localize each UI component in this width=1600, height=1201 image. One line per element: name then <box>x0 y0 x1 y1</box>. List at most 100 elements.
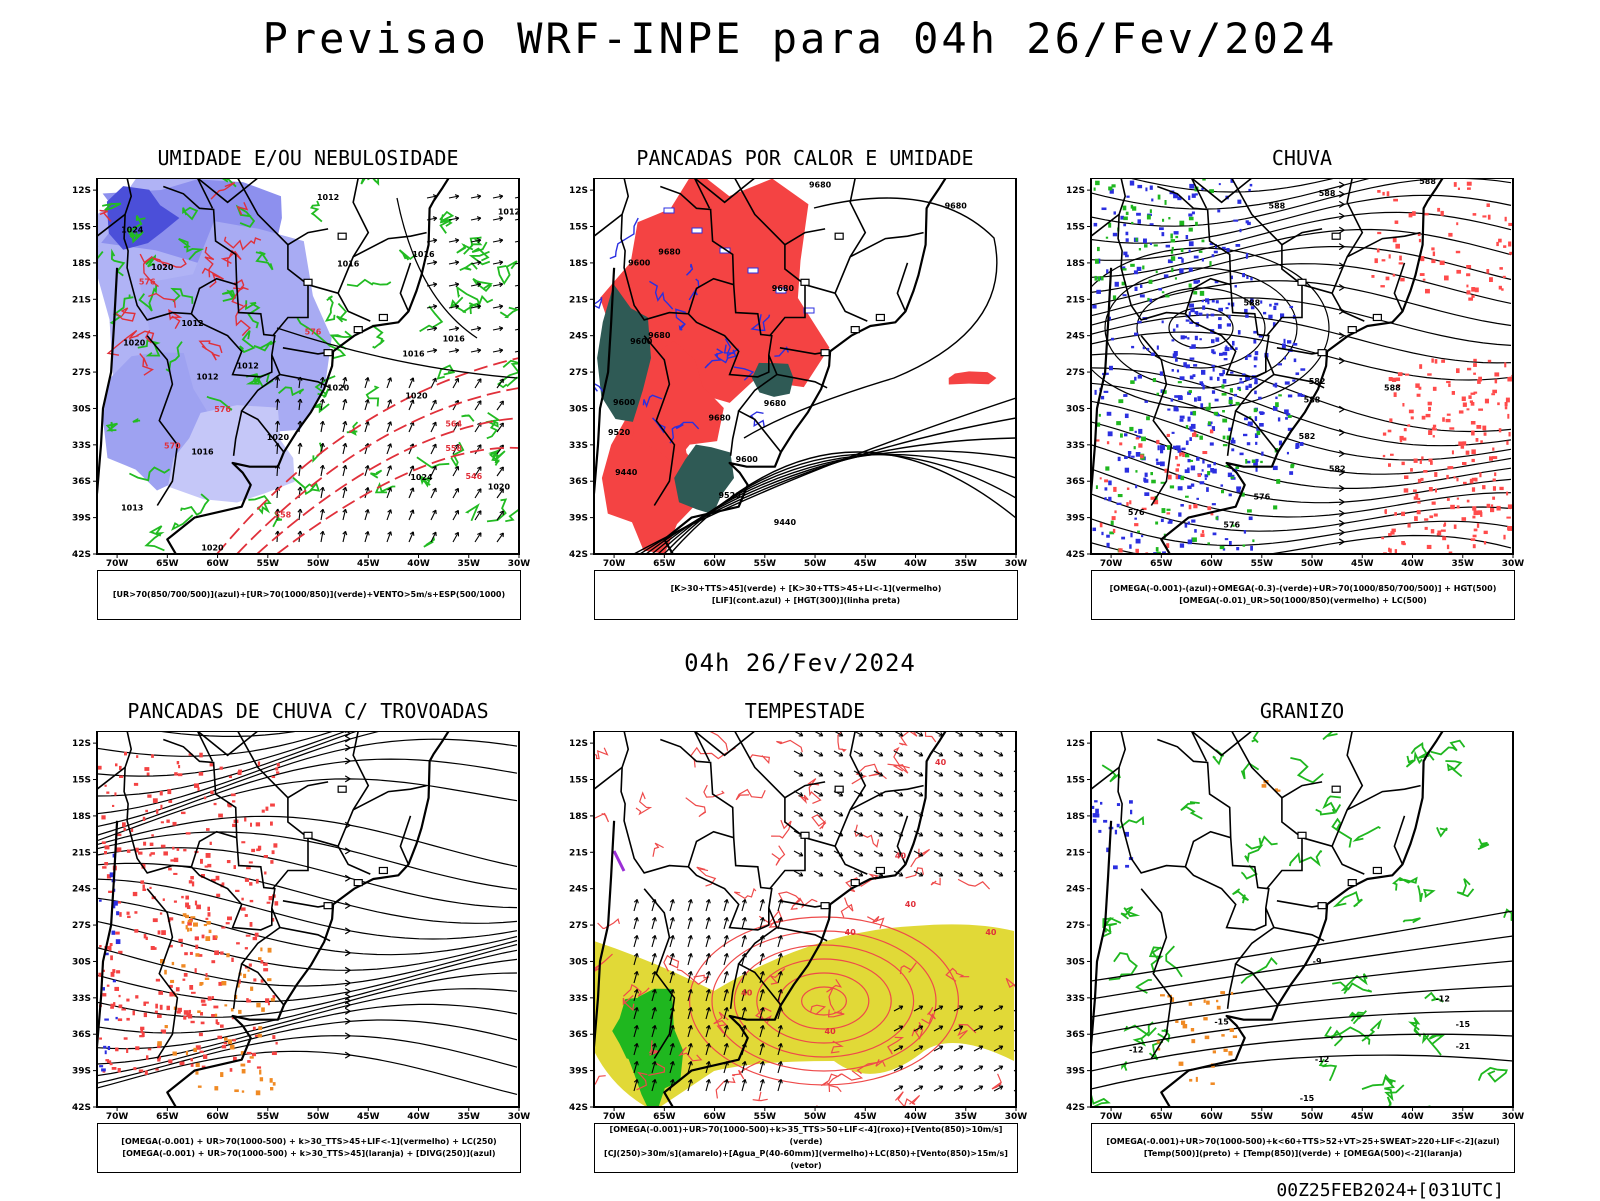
contour-label: -12 <box>1315 1055 1329 1064</box>
border-line <box>190 284 276 378</box>
lon-tick-label: 45W <box>854 559 877 569</box>
contour-label: -15 <box>1300 1094 1315 1103</box>
border-line <box>1266 797 1303 890</box>
lon-tick-label: 55W <box>1251 559 1274 569</box>
contour-label: -12 <box>1435 995 1449 1004</box>
border-line <box>1190 178 1253 204</box>
border-line <box>240 907 285 1006</box>
border-line <box>594 213 623 237</box>
border-line <box>1346 784 1421 811</box>
border-line <box>1190 731 1253 757</box>
lat-tick-label: 42S <box>1066 550 1085 560</box>
border-line <box>196 178 259 204</box>
lat-tick-label: 24S <box>72 332 91 342</box>
page-title: Previsao WRF-INPE para 04h 26/Fev/2024 <box>262 14 1338 63</box>
lat-tick-label: 33S <box>1066 441 1085 451</box>
lat-tick-label: 30S <box>569 404 588 414</box>
lon-tick-label: 50W <box>307 559 330 569</box>
contour-label: 9680 <box>764 399 787 408</box>
border-line <box>804 836 868 875</box>
map-panel: TEMPESTADE 40 40 40 40 40 40 40 12S 15S 18S 21S 24S 2… <box>534 696 1066 1192</box>
city-marker <box>353 326 363 334</box>
contour-label: 9600 <box>736 455 759 464</box>
border-line <box>1234 907 1279 1006</box>
border-line <box>279 926 331 942</box>
city-marker <box>353 879 363 887</box>
panel-title: TEMPESTADE <box>744 699 866 723</box>
lon-tick-label: 50W <box>1301 559 1324 569</box>
city-marker <box>1331 785 1341 793</box>
border-line <box>693 178 756 204</box>
contour-label: 9680 <box>648 331 671 340</box>
contour-label: 40 <box>845 928 857 937</box>
city-marker <box>850 879 860 887</box>
lat-tick-label: 36S <box>569 477 588 487</box>
contour-label: 9600 <box>630 337 653 346</box>
lat-tick-label: 18S <box>569 259 588 269</box>
border-line <box>146 335 179 506</box>
border-line <box>693 731 711 762</box>
lon-tick-label: 30W <box>1502 559 1525 569</box>
lat-tick-label: 24S <box>1066 332 1085 342</box>
border-line <box>1184 284 1270 378</box>
contour-label: 40 <box>905 900 917 909</box>
lat-tick-label: 24S <box>1066 885 1085 895</box>
legend-line: [UR>70(850/700/500)](azul)+[UR>70(1000/8… <box>112 590 506 599</box>
lat-tick-label: 21S <box>569 848 588 858</box>
contour-label: 1020 <box>267 433 290 442</box>
border-line <box>1140 888 1173 1059</box>
panel-title: PANCADAS DE CHUVA C/ TROVOADAS <box>127 699 489 723</box>
border-line <box>1091 213 1120 237</box>
border-line <box>643 888 676 1059</box>
map-svg: -9 -12 -15 -21 -12 -12 -15 -15 12S 15S 18S 21S 24S 27… <box>1066 731 1524 1122</box>
contour-label: 582 <box>1299 432 1316 441</box>
map-frame <box>593 178 1017 555</box>
lat-tick-label: 39S <box>569 514 588 524</box>
contour-label: 9680 <box>945 201 968 210</box>
border-line <box>1273 926 1325 942</box>
lat-tick-label: 15S <box>72 223 91 233</box>
border-line <box>123 731 238 874</box>
panel-title: UMIDADE E/OU NEBULOSIDADE <box>157 146 459 170</box>
border-line <box>1226 963 1237 1009</box>
contour-label: 1016 <box>412 250 435 259</box>
lon-tick-label: 55W <box>754 559 777 569</box>
lon-tick-label: 45W <box>854 1112 877 1122</box>
lon-tick-label: 60W <box>1200 1112 1223 1122</box>
border-line <box>196 178 214 209</box>
border-line <box>279 373 331 389</box>
border-line <box>1393 262 1406 312</box>
lon-tick-label: 30W <box>1005 559 1028 569</box>
city-marker <box>834 785 844 793</box>
lon-tick-label: 40W <box>1401 1112 1424 1122</box>
contour-label: 40 <box>935 758 947 767</box>
border-line <box>97 766 126 790</box>
city-marker <box>800 278 810 286</box>
contour-label: 9600 <box>613 398 636 407</box>
border-line <box>196 731 259 757</box>
lon-tick-label: 65W <box>653 559 676 569</box>
contour-label: 1020 <box>405 392 428 401</box>
lon-tick-label: 70W <box>106 559 129 569</box>
map-svg: 588 588 588 588 588 582 582 576 576 576 582 588 12S 1… <box>1066 178 1525 569</box>
lat-tick-label: 33S <box>72 994 91 1004</box>
contour-label: 588 <box>1304 395 1321 404</box>
city-marker <box>1347 326 1357 334</box>
panel-legend: [UR>70(850/700/500)](azul)+[UR>70(1000/8… <box>97 570 521 620</box>
panel-title: GRANIZO <box>1259 699 1345 723</box>
lat-tick-label: 15S <box>569 776 588 786</box>
lon-tick-label: 35W <box>458 559 481 569</box>
panel-legend: [K>30+TTS>45](verde) + [K>30+TTS>45+LI<-… <box>594 570 1018 620</box>
lon-tick-label: 55W <box>257 1112 280 1122</box>
border-line <box>272 797 309 890</box>
contour-label: -15 <box>1214 1018 1229 1027</box>
border-line <box>849 231 924 258</box>
border-line <box>240 354 285 453</box>
border-line <box>337 178 370 294</box>
coastline <box>594 178 947 554</box>
lat-tick-label: 39S <box>1066 1067 1085 1077</box>
lon-tick-label: 35W <box>955 1112 978 1122</box>
lon-tick-label: 60W <box>703 559 726 569</box>
contour-label: 40 <box>895 851 907 860</box>
city-marker <box>378 313 388 322</box>
